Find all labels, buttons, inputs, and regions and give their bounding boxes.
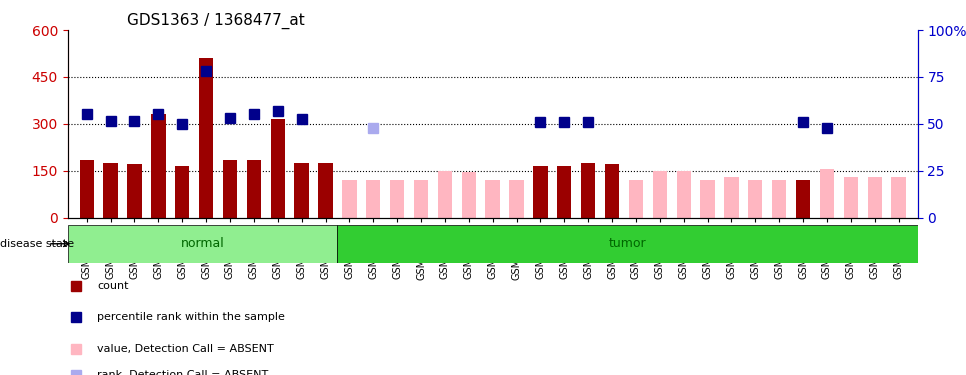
Bar (820, 169, 834, 217)
Bar (390, 180, 405, 218)
Bar (557, 166, 572, 218)
Bar (892, 177, 906, 218)
Bar (676, 171, 691, 217)
Bar (413, 180, 428, 218)
Bar (843, 177, 858, 218)
Bar (270, 119, 285, 218)
Bar (533, 166, 548, 218)
Bar (772, 180, 786, 218)
Text: value, Detection Call = ABSENT: value, Detection Call = ABSENT (98, 344, 274, 354)
Bar (509, 180, 524, 218)
Bar (295, 163, 309, 218)
Bar (653, 171, 667, 217)
Bar (79, 160, 94, 218)
Text: percentile rank within the sample: percentile rank within the sample (98, 312, 285, 322)
Bar (486, 180, 499, 218)
Bar (319, 163, 332, 218)
Text: disease state: disease state (0, 239, 74, 249)
Bar (629, 180, 643, 218)
Bar (223, 160, 238, 218)
Bar (748, 180, 762, 218)
Bar (581, 163, 595, 218)
Text: GDS1363 / 1368477_at: GDS1363 / 1368477_at (128, 12, 305, 28)
Bar (337, 225, 918, 262)
Bar (605, 164, 619, 218)
Bar (438, 171, 452, 217)
Text: tumor: tumor (609, 237, 646, 250)
Bar (175, 166, 189, 218)
Bar (462, 172, 476, 217)
Text: count: count (98, 281, 128, 291)
Text: normal: normal (181, 237, 224, 250)
Bar (199, 58, 213, 217)
Bar (103, 163, 118, 218)
Bar (366, 180, 381, 218)
Text: rank, Detection Call = ABSENT: rank, Detection Call = ABSENT (98, 370, 269, 375)
Bar (68, 225, 337, 262)
Bar (246, 160, 261, 218)
Bar (867, 177, 882, 218)
Bar (796, 180, 810, 218)
Bar (342, 180, 356, 218)
Bar (700, 180, 715, 218)
Bar (724, 177, 739, 218)
Bar (128, 164, 142, 218)
Bar (152, 114, 165, 218)
